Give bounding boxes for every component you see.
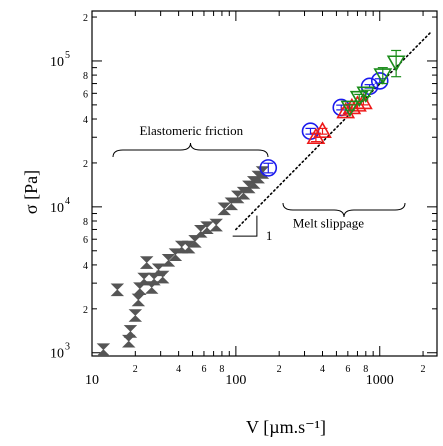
data-point [209,218,223,232]
y-tick-label: 4 [83,115,88,126]
x-tick-label: 6 [201,364,206,375]
x-tick-label: 8 [363,364,368,375]
y-tick-label: 8 [83,217,88,228]
x-tick-label: 4 [320,364,325,375]
data-point [131,293,146,307]
data-point [139,256,154,269]
x-tick-label: 6 [345,364,350,375]
x-tick-label: 2 [277,364,282,375]
y-tick-label: 10 [50,201,64,216]
x-tick-label: 4 [176,364,181,375]
data-point [356,86,376,103]
y-tick-label-exp: 4 [65,196,70,207]
slope-triangle [232,215,258,237]
y-tick-label-exp: 5 [65,50,70,61]
x-tick-label: 100 [225,373,246,388]
data-point [181,240,196,254]
data-point [348,95,367,112]
series-circle [259,72,389,177]
data-marks [96,49,406,356]
y-axis-label: σ [Pa] [21,170,41,214]
data-point [306,127,326,145]
y-tick-label: 6 [83,235,88,246]
brace-elastomeric [112,142,269,158]
x-tick-label: 1000 [366,373,394,388]
brace-melt [282,202,406,218]
data-point [194,224,208,238]
data-point [123,325,138,338]
data-point [188,235,202,248]
y-tick-label: 10 [50,347,64,362]
y-tick-label: 8 [83,71,88,82]
y-tick-label: 6 [83,89,88,100]
x-tick-label: 2 [133,364,138,375]
data-point [349,90,369,108]
data-point [96,343,111,356]
data-point [386,55,406,72]
data-point [161,254,176,267]
series-hourglass [96,166,270,356]
data-point [128,309,143,322]
data-point [217,202,231,216]
y-tick-label: 4 [83,261,88,272]
annotations: 1 Elastomeric friction Melt slippage [112,123,406,243]
data-point [174,240,189,254]
y-tick-label: 2 [83,13,88,24]
annotation-text: Elastomeric friction [139,123,243,138]
data-point [259,159,278,177]
x-tick-label: 2 [421,364,426,375]
y-tick-label: 2 [83,159,88,170]
plot-frame [91,10,438,357]
data-point [313,121,332,139]
series-triangle-down [340,49,406,118]
y-tick-label-exp: 3 [65,342,70,353]
y-tick-label: 10 [50,55,64,70]
plot-border [91,10,438,357]
data-point [230,190,245,204]
data-point [155,270,170,284]
fit-line-dotted [235,30,433,231]
data-point [200,221,214,234]
y-tick-label: 2 [83,305,88,316]
data-point [373,68,393,85]
data-point [340,100,360,118]
data-point [133,282,147,295]
x-tick-label: 8 [219,364,224,375]
x-axis-label: V [µm.s⁻¹] [246,417,326,437]
data-point [110,283,125,297]
slope-label: 1 [266,228,273,243]
data-point [370,72,389,90]
annotation-text: Melt slippage [293,216,364,231]
fit-line [235,30,433,231]
x-tick-label: 10 [85,373,99,388]
